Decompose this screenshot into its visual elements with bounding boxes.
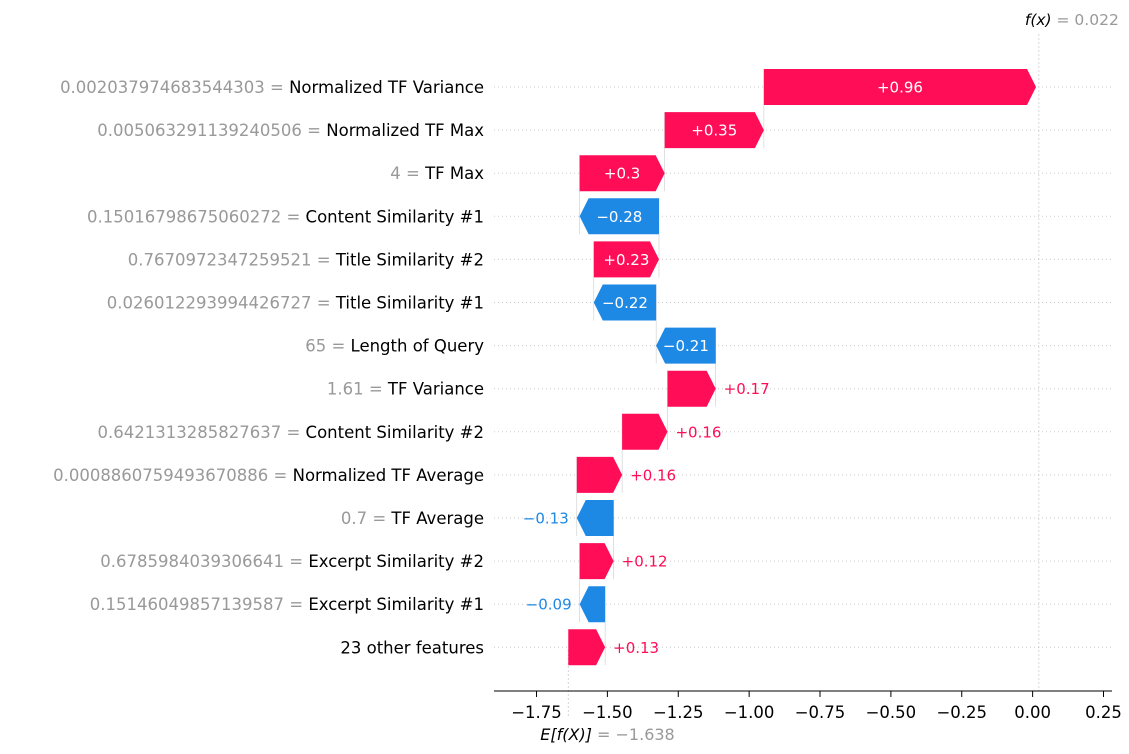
feature-label: 0.026012293994426727 = Title Similarity … (107, 294, 484, 313)
feature-name: TF Average (390, 509, 484, 528)
feature-name: 23 other features (340, 638, 484, 657)
feature-label: 23 other features (340, 638, 484, 657)
feature-label: 65 = Length of Query (305, 337, 484, 356)
bar-positive (622, 413, 668, 450)
x-tick-label: −1.75 (511, 703, 562, 722)
feature-value: 4 = (390, 164, 425, 183)
x-axis: −1.75 −1.50 −1.25 −1.00 −0.75 −0.50 −0.25 0.00 0… (494, 690, 1122, 722)
feature-label: 0.0008860759493670886 = Normalized TF Av… (53, 466, 484, 485)
feature-labels: 0.002037974683544303 = Normalized TF Var… (53, 78, 484, 657)
bar-value-label: −0.22 (602, 294, 648, 312)
bar-positive (664, 112, 764, 149)
feature-value: 0.6421313285827637 = (98, 423, 306, 442)
bars: +0.96 +0.35 +0.3 −0.28 +0.23 −0.22 −0.21 +0.17 +… (523, 69, 1037, 666)
feature-label: 0.15146049857139587 = Excerpt Similarity… (90, 595, 484, 614)
feature-name: Normalized TF Variance (289, 78, 484, 97)
feature-value: 65 = (305, 337, 350, 356)
feature-name: Content Similarity #1 (306, 207, 484, 226)
x-tick-label: −1.00 (724, 703, 775, 722)
ex-label: E[f(X)] (540, 725, 597, 744)
feature-label: 0.005063291139240506 = Normalized TF Max (97, 121, 484, 140)
feature-value: 0.0008860759493670886 = (53, 466, 293, 485)
bar-positive (593, 241, 659, 278)
x-tick-label: 0.00 (1014, 703, 1051, 722)
feature-value: 0.15146049857139587 = (90, 595, 309, 614)
feature-value: 0.002037974683544303 = (60, 78, 289, 97)
bar-negative (593, 284, 657, 321)
bar-value-label: +0.12 (622, 553, 668, 571)
feature-name: Content Similarity #2 (306, 423, 484, 442)
x-tick-label: 0.25 (1085, 703, 1122, 722)
bar-negative (579, 586, 606, 623)
feature-label: 0.6421313285827637 = Content Similarity … (98, 423, 484, 442)
feature-label: 0.7670972347259521 = Title Similarity #2 (128, 250, 484, 269)
feature-name: Normalized TF Average (293, 466, 484, 485)
feature-label: 0.6785984039306641 = Excerpt Similarity … (100, 552, 484, 571)
bar-positive (579, 543, 614, 580)
feature-label: 0.15016798675060272 = Content Similarity… (87, 207, 484, 226)
bar-negative (656, 327, 716, 364)
feature-value: 1.61 = (327, 380, 388, 399)
bar-value-label: −0.13 (523, 510, 569, 528)
x-tick-label: −1.50 (582, 703, 633, 722)
feature-label: 4 = TF Max (390, 164, 484, 183)
feature-name: Excerpt Similarity #1 (308, 595, 484, 614)
base-value-annotation: E[f(X)] = −1.638 (540, 725, 674, 744)
bar-value-label: +0.96 (877, 79, 923, 97)
feature-label: 0.002037974683544303 = Normalized TF Var… (60, 78, 484, 97)
feature-name: Normalized TF Max (326, 121, 484, 140)
annotations: f(x) = 0.022 E[f(X)] = −1.638 (540, 11, 1119, 744)
bar-positive (763, 69, 1037, 105)
feature-label: 1.61 = TF Variance (327, 380, 484, 399)
bar-negative (576, 500, 614, 536)
bar-value-label: +0.13 (613, 639, 659, 657)
bar-positive (667, 370, 716, 407)
bar-positive (579, 155, 665, 192)
ex-value: = −1.638 (597, 725, 675, 744)
bar-value-label: +0.17 (724, 380, 770, 398)
x-tick-label: −1.25 (653, 703, 704, 722)
fx-label: f(x) (1025, 11, 1057, 29)
bar-positive (568, 629, 606, 666)
bar-value-label: −0.09 (526, 596, 572, 614)
bar-value-label: +0.16 (675, 423, 721, 441)
bar-value-label: −0.28 (596, 208, 642, 226)
bar-value-label: +0.23 (603, 251, 649, 269)
fx-value: = 0.022 (1057, 11, 1119, 29)
feature-value: 0.7670972347259521 = (128, 250, 336, 269)
feature-name: TF Max (424, 164, 484, 183)
feature-value: 0.005063291139240506 = (97, 121, 326, 140)
feature-value: 0.6785984039306641 = (100, 552, 308, 571)
bar-positive (576, 456, 623, 493)
feature-value: 0.026012293994426727 = (107, 294, 336, 313)
reference-lines (567, 34, 1040, 717)
feature-value: 0.7 = (341, 509, 392, 528)
feature-name: TF Variance (387, 380, 484, 399)
feature-name: Excerpt Similarity #2 (308, 552, 484, 571)
bar-negative (579, 198, 659, 235)
x-tick-label: −0.50 (866, 703, 917, 722)
feature-name: Title Similarity #1 (335, 294, 484, 313)
bar-value-label: +0.16 (630, 466, 676, 484)
bar-value-label: +0.3 (604, 165, 640, 183)
row-gridlines (494, 86, 1112, 648)
feature-label: 0.7 = TF Average (341, 509, 484, 528)
x-tick-label: −0.25 (936, 703, 987, 722)
bar-value-label: +0.35 (691, 122, 737, 140)
feature-value: 0.15016798675060272 = (87, 207, 306, 226)
x-tick-label: −0.75 (795, 703, 846, 722)
feature-name: Title Similarity #2 (335, 250, 484, 269)
feature-name: Length of Query (351, 337, 485, 356)
bar-value-label: −0.21 (663, 337, 709, 355)
output-value-annotation: f(x) = 0.022 (1025, 11, 1119, 29)
